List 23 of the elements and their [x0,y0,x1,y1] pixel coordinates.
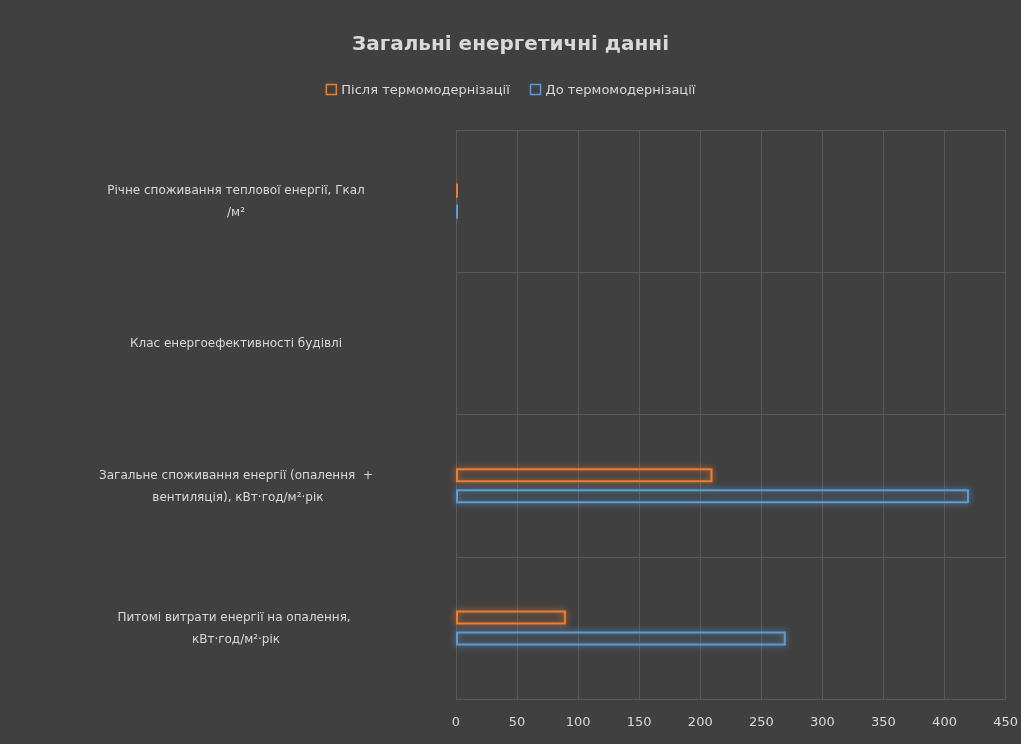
x-tick-label: 400 [932,714,957,729]
bar [456,610,566,625]
x-tick-label: 300 [809,714,835,729]
x-tick-label: 200 [687,714,713,729]
bar [456,631,786,646]
legend-label: До термомодернізації [545,82,696,97]
x-tick-label: 350 [871,714,896,729]
y-tick-label: Клас енергоефективності будівлі [129,336,343,351]
x-tick-label: 450 [993,714,1019,729]
bar [456,183,459,198]
y-tick-label: Річне споживання теплової енергії, Гкал/м² [107,183,365,220]
x-tick-label: 250 [748,714,774,729]
y-tick-label: Питомі витрати енергії на опалення, кВт·год/м²·рік [117,609,355,646]
x-tick-label: 150 [626,714,652,729]
bar [456,468,713,483]
bar [456,489,969,504]
legend-label: Після термомодернізації [341,82,511,97]
y-tick-label: Загальне споживання енергії (опалення + вентиляція), кВт·год/м²·рік [99,467,373,504]
chart-title: Загальні енергетичні данні [352,31,669,55]
bar [456,204,459,219]
x-tick-label: 100 [565,714,591,729]
x-tick-label: 50 [508,714,526,729]
x-tick-label: 0 [451,714,461,729]
